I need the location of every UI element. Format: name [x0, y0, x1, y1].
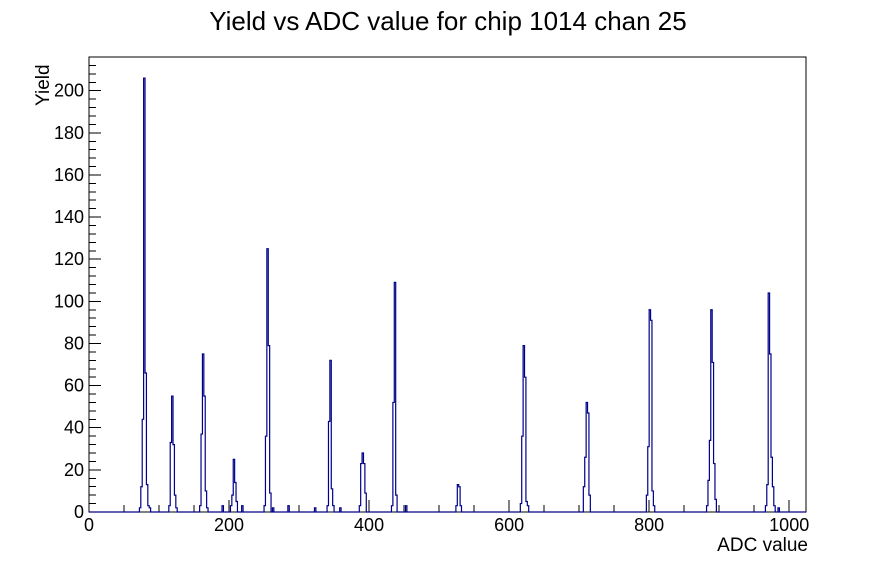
plot-frame [88, 56, 807, 513]
x-axis-title: ADC value [717, 535, 808, 556]
axis-tick-labels: 0 20 40 60 80 100 120 140 160 180 200 0 200 400 600 800… [54, 81, 809, 535]
x-tick-label: 200 [214, 515, 244, 535]
axis-ticks [88, 64, 790, 513]
y-tick-label: 40 [64, 418, 84, 438]
histogram-series [89, 77, 806, 513]
x-tick-label: 800 [634, 515, 664, 535]
histogram-line [89, 77, 806, 513]
y-tick-label: 60 [64, 376, 84, 396]
x-tick-label: 0 [84, 515, 94, 535]
y-tick-label: 120 [54, 249, 84, 269]
y-tick-label: 0 [74, 502, 84, 522]
y-tick-label: 100 [54, 291, 84, 311]
chart-title: Yield vs ADC value for chip 1014 chan 25 [209, 6, 686, 36]
x-tick-label: 1000 [769, 515, 809, 535]
y-tick-label: 80 [64, 333, 84, 353]
y-axis-title: Yield [33, 64, 54, 106]
y-tick-label: 200 [54, 81, 84, 101]
x-tick-label: 600 [494, 515, 524, 535]
y-tick-label: 140 [54, 207, 84, 227]
x-tick-label: 400 [354, 515, 384, 535]
y-tick-label: 20 [64, 460, 84, 480]
frame-rect [88, 56, 807, 513]
y-tick-label: 160 [54, 165, 84, 185]
y-tick-label: 180 [54, 123, 84, 143]
